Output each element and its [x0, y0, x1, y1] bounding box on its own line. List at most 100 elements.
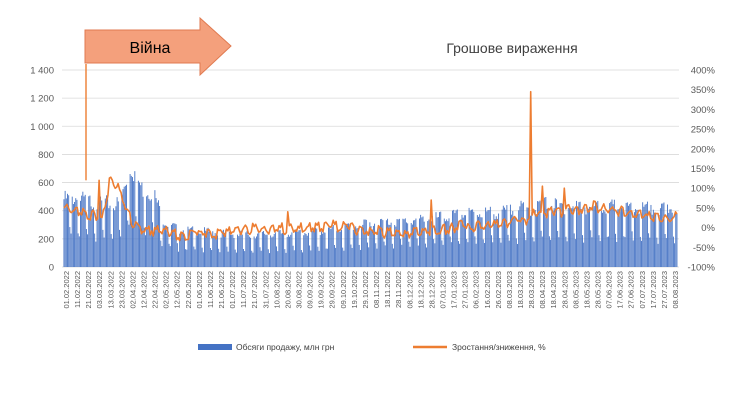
bar	[541, 236, 543, 267]
bar	[332, 224, 334, 267]
bar	[364, 219, 366, 267]
bar	[495, 216, 497, 267]
bar	[481, 217, 483, 267]
bar	[299, 229, 301, 267]
bar	[520, 200, 522, 267]
x-tick-label: 01.07.2022	[228, 271, 237, 309]
bar	[80, 200, 81, 267]
bar	[371, 229, 373, 267]
bar	[499, 238, 501, 267]
bar	[241, 234, 243, 267]
bar-series-sales	[63, 171, 678, 267]
bar	[87, 234, 89, 267]
bar	[489, 206, 491, 267]
bar	[500, 242, 502, 267]
bar	[69, 227, 71, 267]
bar	[228, 231, 230, 267]
bar	[245, 232, 247, 267]
bar	[261, 231, 263, 267]
x-tick-label: 18.11.2022	[383, 271, 392, 308]
bar	[124, 185, 126, 267]
bar	[306, 235, 308, 267]
bar	[328, 227, 329, 267]
bar	[143, 227, 145, 267]
bar	[113, 208, 115, 267]
x-tick-label: 12.04.2022	[140, 271, 149, 309]
bar	[421, 217, 423, 267]
legend-label-growth: Зростання/зниження, %	[452, 342, 546, 352]
bar	[160, 240, 162, 267]
y-right-tick-label: 400%	[691, 66, 716, 77]
bar	[511, 214, 513, 267]
bar	[452, 210, 453, 267]
bar	[153, 233, 155, 267]
bar	[592, 203, 594, 267]
bar	[530, 215, 531, 267]
y-right-tick-label: 300%	[691, 105, 716, 116]
bar	[121, 195, 123, 267]
bar	[583, 242, 585, 267]
bar	[345, 225, 347, 267]
legend-swatch-sales	[198, 344, 232, 350]
bar	[98, 194, 100, 267]
bar	[103, 237, 105, 267]
x-tick-label: 27.07.2023	[660, 271, 669, 309]
bar	[635, 209, 637, 267]
bar	[285, 252, 287, 267]
bar	[161, 246, 163, 267]
bar	[244, 251, 246, 267]
x-tick-label: 12.05.2022	[173, 271, 182, 309]
bar	[317, 246, 319, 267]
y-left-tick-label: 600	[38, 178, 54, 189]
bar	[449, 236, 451, 267]
bar	[209, 248, 211, 267]
bar	[127, 220, 129, 267]
bar	[233, 238, 235, 267]
bar	[462, 217, 464, 267]
bar	[467, 242, 469, 267]
bar	[659, 208, 661, 267]
bar	[204, 227, 205, 267]
bar	[65, 198, 67, 267]
bar	[654, 212, 655, 267]
x-tick-label: 21.02.2022	[84, 271, 93, 309]
y-right-tick-label: 350%	[691, 85, 716, 96]
bar	[420, 214, 422, 267]
bar	[168, 243, 170, 267]
bar	[578, 202, 580, 267]
bar	[486, 211, 488, 267]
bar	[377, 228, 379, 267]
bar	[369, 222, 371, 267]
bar	[329, 227, 331, 267]
x-tick-label: 20.08.2022	[283, 271, 292, 309]
bar	[403, 219, 405, 267]
y-right-tick-label: 50%	[696, 203, 716, 214]
bar	[676, 213, 678, 267]
bar	[633, 212, 635, 267]
bar	[391, 243, 393, 267]
y-right-tick-label: 150%	[691, 164, 716, 175]
bar	[271, 237, 273, 267]
bar	[416, 238, 418, 267]
y-left-tick-label: 800	[38, 150, 54, 161]
bar	[335, 247, 337, 267]
bar	[460, 219, 462, 267]
bar	[176, 243, 178, 267]
bar	[663, 202, 665, 267]
bar	[167, 226, 169, 267]
bar	[651, 214, 653, 267]
bar	[628, 205, 629, 267]
bar	[573, 233, 575, 267]
x-tick-label: 09.10.2022	[339, 271, 348, 309]
bar	[237, 234, 239, 267]
bar	[528, 215, 530, 267]
bar	[584, 207, 586, 267]
bar	[293, 250, 295, 267]
bar	[146, 196, 148, 267]
bar	[115, 206, 117, 267]
bar	[188, 229, 190, 267]
bar	[557, 230, 559, 267]
bar	[126, 184, 127, 267]
bar	[109, 205, 111, 267]
